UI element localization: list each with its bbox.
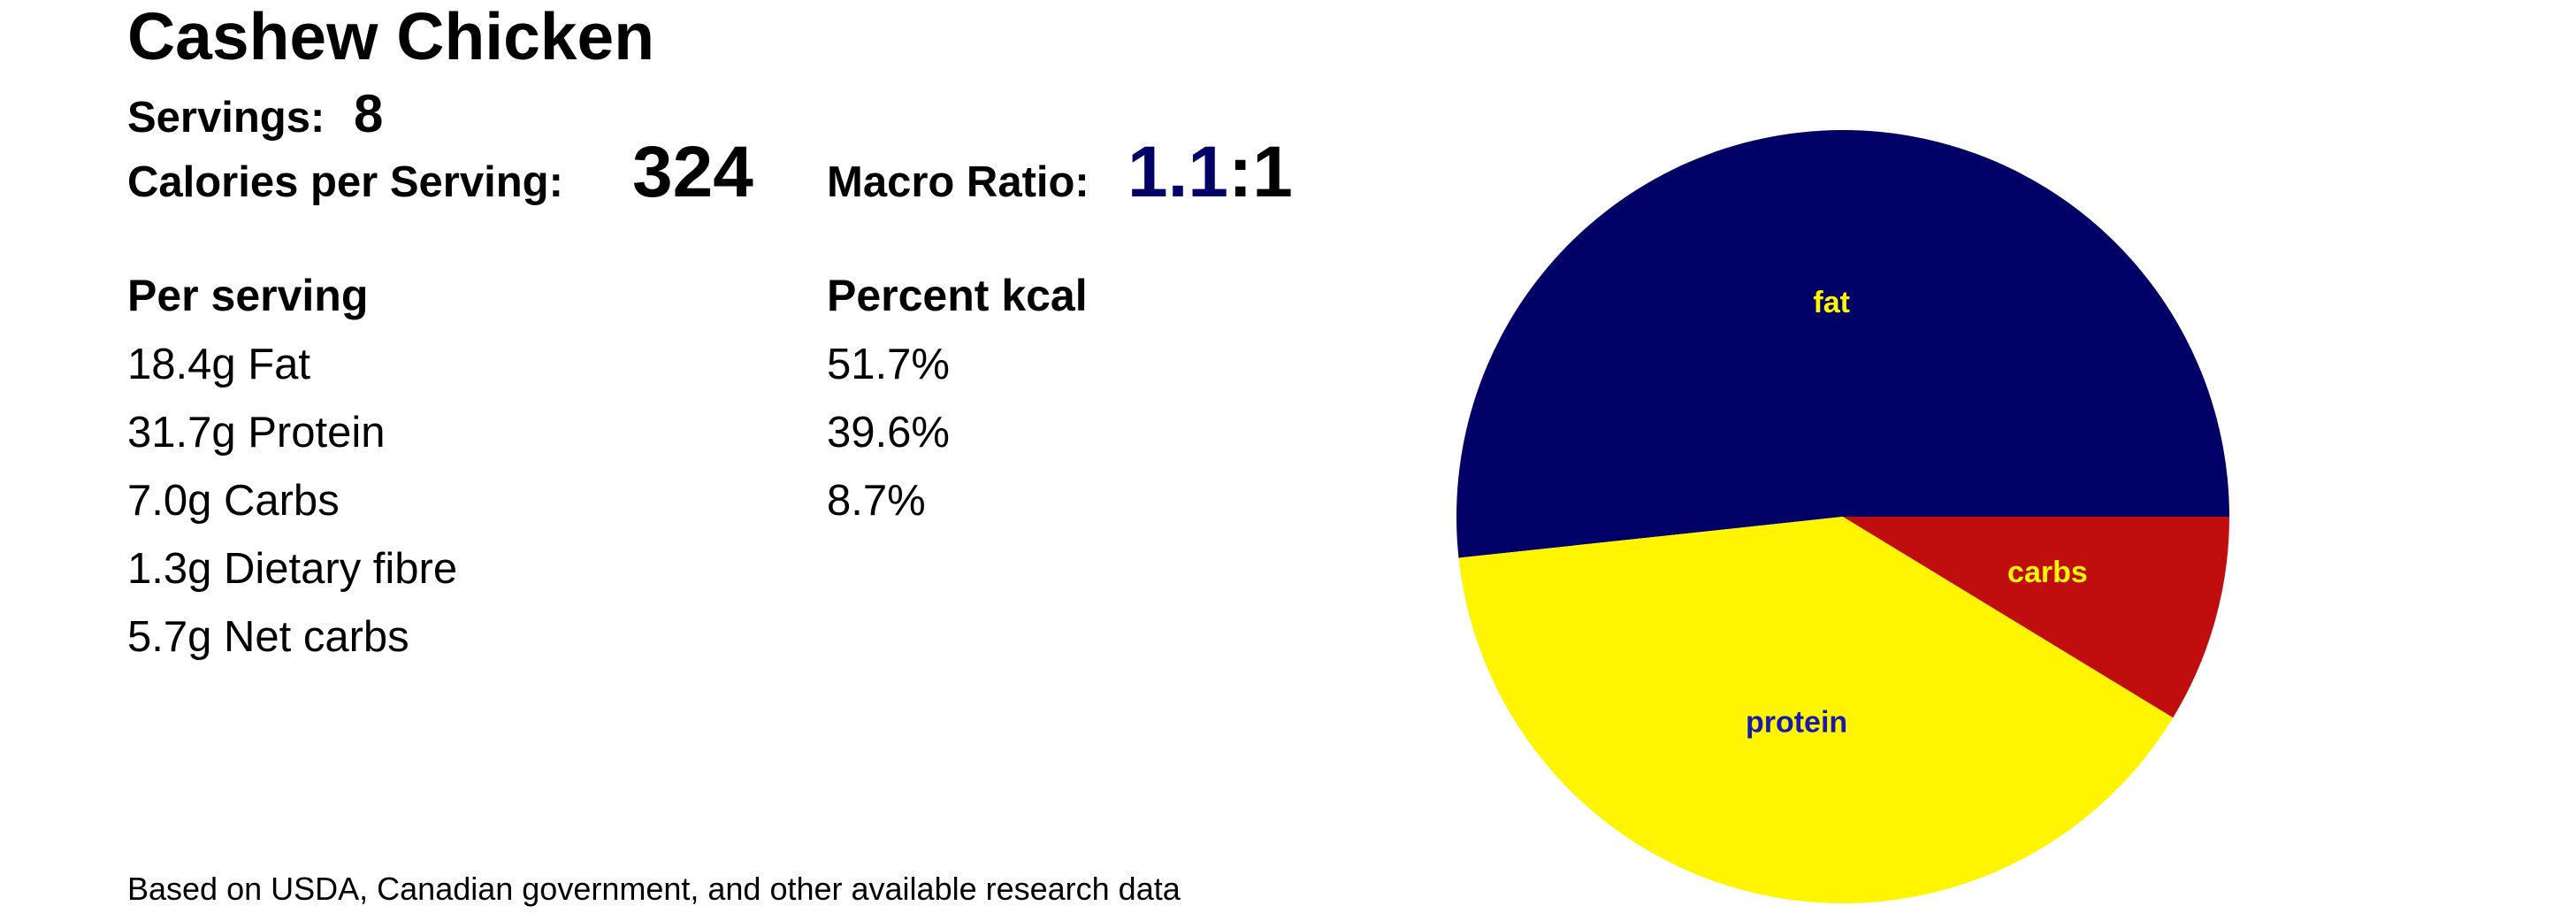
calories: 324 [632, 132, 753, 212]
slice-label: fat [1813, 286, 1850, 319]
rows: 18.4g Fat 31.7g Protein 7.0g Carbs 1.3g Die… [127, 341, 950, 661]
per-serving: 1.3g Dietary fibre [127, 545, 457, 593]
footer: Based on USDA, Canadian government, and … [127, 871, 1181, 907]
pie-slice [1458, 517, 2174, 903]
title: Cashew Chicken [127, 0, 654, 73]
slice-label: protein [1746, 706, 1847, 740]
column-header: Per serving [127, 271, 368, 320]
column-header: Percent kcal [827, 271, 1088, 320]
per-serving: 5.7g Net carbs [127, 613, 409, 661]
per-serving: 7.0g Carbs [127, 477, 340, 525]
slice-label: carbs [2007, 556, 2088, 589]
percent-kcal: 51.7% [827, 341, 950, 388]
servings-label: Servings: [127, 94, 325, 142]
per-serving: 31.7g Protein [127, 409, 386, 457]
pie-slice [1843, 517, 2229, 718]
percent-kcal: 39.6% [827, 409, 950, 457]
pie-slice [1456, 129, 2229, 558]
pie-chart: fat protein carbs [1456, 129, 2229, 903]
percent-kcal: 8.7% [827, 477, 926, 525]
ratio-suffix: :1 [1228, 132, 1293, 212]
calories-label: Calories per Serving: [127, 158, 563, 206]
ratio-label: Macro Ratio: [827, 158, 1089, 206]
per-serving: 18.4g Fat [127, 341, 310, 388]
ratio: 1.1:1 [1127, 132, 1293, 212]
servings: 8 [354, 84, 383, 143]
ratio-value: 1.1 [1127, 132, 1228, 212]
